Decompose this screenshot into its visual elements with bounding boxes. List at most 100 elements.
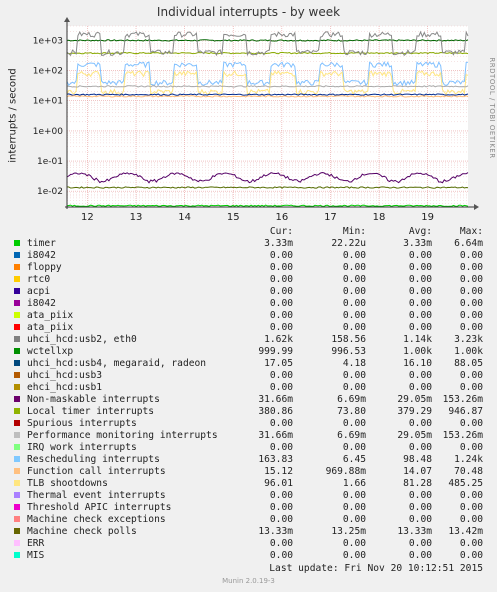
legend-value-cur: 3.33m — [264, 238, 293, 249]
legend-value-max: 946.87 — [448, 406, 483, 417]
legend-series-name: uhci_hcd:usb4, megaraid, radeon — [27, 358, 207, 369]
legend-value-avg: 0.00 — [408, 418, 432, 429]
legend-value-cur: 163.83 — [258, 454, 293, 465]
legend-value-avg: 3.33m — [403, 238, 432, 249]
legend-value-cur: 380.86 — [258, 406, 293, 417]
legend-swatch — [14, 396, 20, 402]
legend-value-max: 485.25 — [448, 478, 483, 489]
legend-series-name: Performance monitoring interrupts — [27, 430, 218, 441]
legend-value-cur: 0.00 — [269, 382, 293, 393]
legend-value-cur: 0.00 — [269, 550, 293, 561]
legend-row: uhci_hcd:usb2, eth0 1.62k 158.56 1.14k 3.23k — [0, 334, 497, 346]
x-axis-arrow — [474, 204, 479, 210]
legend-row: ERR 0.00 0.00 0.00 0.00 — [0, 538, 497, 550]
y-tick-label: 1e+03 — [33, 36, 63, 46]
legend-row: Function call interrupts 15.12 969.88m 14.0… — [0, 466, 497, 478]
legend-series-name: uhci_hcd:usb3 — [27, 370, 103, 381]
legend-header-min: Min: — [342, 226, 366, 237]
legend-value-max: 3.23k — [454, 334, 483, 345]
legend-series-name: Spurious interrupts — [27, 418, 137, 429]
legend-value-max: 88.05 — [454, 358, 483, 369]
legend-series-name: floppy — [27, 262, 62, 273]
legend-row: uhci_hcd:usb4, megaraid, radeon 17.05 4.18… — [0, 358, 497, 370]
legend-value-cur: 31.66m — [258, 394, 293, 405]
series-line-function-call-interrupts — [66, 95, 469, 98]
legend-swatch — [14, 324, 20, 330]
x-tick-label: 16 — [275, 212, 288, 223]
legend-value-min: 4.18 — [342, 358, 366, 369]
legend-value-max: 0.00 — [459, 490, 483, 501]
legend-value-max: 0.00 — [459, 370, 483, 381]
series-line-machine-check-polls — [66, 186, 469, 189]
legend-series-name: Machine check polls — [27, 526, 137, 537]
legend-row: MIS 0.00 0.00 0.00 0.00 — [0, 550, 497, 562]
legend-row: Machine check polls 13.33m 13.25m 13.33m 13.… — [0, 526, 497, 538]
y-axis-arrow — [64, 17, 70, 22]
legend-value-cur: 0.00 — [269, 370, 293, 381]
legend-series-name: Thermal event interrupts — [27, 490, 166, 501]
legend-series-name: rtc0 — [27, 274, 51, 285]
legend-value-max: 0.00 — [459, 310, 483, 321]
legend-row: Machine check exceptions 0.00 0.00 0.00 0.00 — [0, 514, 497, 526]
legend-value-min: 0.00 — [342, 310, 366, 321]
legend-swatch — [14, 384, 20, 390]
y-tick-label: 1e-02 — [37, 187, 63, 197]
legend-swatch — [14, 264, 20, 270]
legend-value-cur: 0.00 — [269, 298, 293, 309]
legend-row: wctellxp 999.99 996.53 1.00k 1.00k — [0, 346, 497, 358]
legend-value-max: 153.26m — [442, 430, 483, 441]
legend-series-name: Non-maskable interrupts — [27, 394, 160, 405]
legend-value-cur: 96.01 — [264, 478, 293, 489]
legend-series-name: i8042 — [27, 298, 56, 309]
legend-value-max: 13.42m — [448, 526, 483, 537]
legend-value-cur: 0.00 — [269, 442, 293, 453]
legend-value-avg: 0.00 — [408, 322, 432, 333]
legend-value-cur: 1.62k — [264, 334, 293, 345]
legend-value-avg: 0.00 — [408, 502, 432, 513]
legend-value-avg: 0.00 — [408, 550, 432, 561]
legend-series-name: timer — [27, 238, 56, 249]
y-tick-label: 1e+02 — [33, 67, 63, 77]
legend-row: Non-maskable interrupts 31.66m 6.69m 29.05m… — [0, 394, 497, 406]
legend-row: Spurious interrupts 0.00 0.00 0.00 0.00 — [0, 418, 497, 430]
legend-series-name: TLB shootdowns — [27, 478, 108, 489]
legend-swatch — [14, 468, 20, 474]
axis-layer: 1e+03 1e+02 1e+01 1e+00 1e-01 1e-02 12 13 14 15 16… — [33, 17, 479, 223]
legend-value-cur: 13.33m — [258, 526, 293, 537]
legend-series-name: Local timer interrupts — [27, 406, 155, 417]
legend-row: Local timer interrupts 380.86 73.80 379.29 9… — [0, 406, 497, 418]
legend-swatch — [14, 528, 20, 534]
legend-value-avg: 0.00 — [408, 310, 432, 321]
legend-row: Threshold APIC interrupts 0.00 0.00 0.00 0.0… — [0, 502, 497, 514]
legend-value-max: 0.00 — [459, 538, 483, 549]
legend-value-min: 6.69m — [337, 394, 366, 405]
legend-value-cur: 0.00 — [269, 262, 293, 273]
x-tick-label: 18 — [373, 212, 386, 223]
legend-series-name: ehci_hcd:usb1 — [27, 382, 103, 393]
legend-value-max: 0.00 — [459, 418, 483, 429]
legend-value-max: 70.48 — [454, 466, 483, 477]
legend-value-min: 73.80 — [337, 406, 366, 417]
legend-swatch — [14, 348, 20, 354]
legend-row: ehci_hcd:usb1 0.00 0.00 0.00 0.00 — [0, 382, 497, 394]
legend-value-avg: 0.00 — [408, 514, 432, 525]
legend-value-avg: 1.00k — [403, 346, 432, 357]
series-line-timer — [66, 204, 469, 207]
legend-value-cur: 0.00 — [269, 274, 293, 285]
legend-value-min: 0.00 — [342, 262, 366, 273]
legend-value-min: 6.45 — [342, 454, 366, 465]
legend-value-min: 6.69m — [337, 430, 366, 441]
legend-swatch — [14, 372, 20, 378]
y-tick-label: 1e+00 — [33, 127, 64, 137]
chart-title: Individual interrupts - by week — [156, 5, 341, 19]
legend-row: timer 3.33m 22.22u 3.33m 6.64m — [0, 238, 497, 250]
legend-swatch — [14, 492, 20, 498]
legend-swatch — [14, 360, 20, 366]
legend-value-cur: 0.00 — [269, 490, 293, 501]
legend-value-max: 0.00 — [459, 250, 483, 261]
legend-row: floppy 0.00 0.00 0.00 0.00 — [0, 262, 497, 274]
legend-value-max: 0.00 — [459, 322, 483, 333]
legend-swatch — [14, 336, 20, 342]
legend-series-name: ERR — [27, 538, 45, 549]
legend-swatch — [14, 480, 20, 486]
